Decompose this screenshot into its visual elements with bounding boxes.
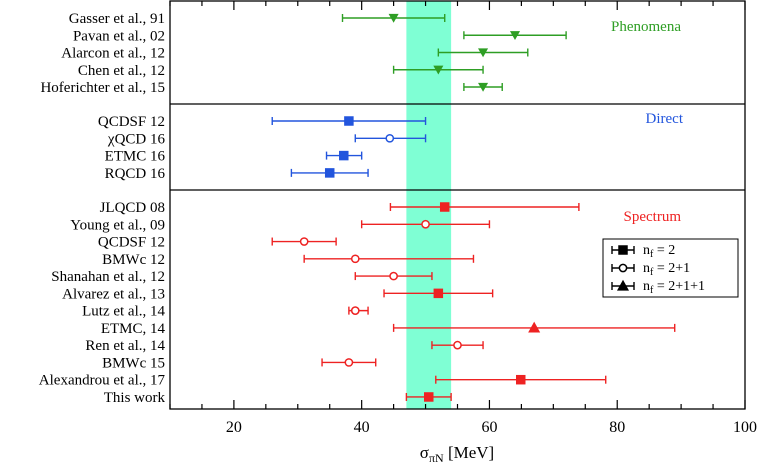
direct-data-point [339,150,349,161]
spectrum-data-point [344,358,354,367]
row-label: ETMC 16 [105,149,166,165]
row-label: χQCD 16 [107,131,166,147]
group-title-spectrum: Spectrum [624,209,682,225]
row-label: Gasser et al., 91 [69,11,165,27]
row-label: Alvarez et al., 13 [62,286,165,302]
x-tick-label: 20 [226,419,242,436]
phenomena-data-point [388,13,399,23]
direct-data-point [344,116,354,126]
x-axis: 20 40 60 80 100 [169,1,757,436]
spectrum-data-point [439,202,450,212]
row-label: Shanahan et al., 12 [51,269,165,285]
row-label: Alarcon et al., 12 [61,46,165,62]
direct-data-point [385,133,395,143]
row-label: Ren et al., 14 [85,338,165,354]
row-label: QCDSF 12 [98,114,165,130]
spectrum-data-point [528,321,541,333]
phenomena-data-point [478,48,489,58]
data-points-layer [271,13,676,402]
row-label: Alexandrou et al., 17 [39,373,166,389]
row-label: Pavan et al., 02 [73,28,165,44]
spectrum-data-point [350,306,360,315]
row-label: Chen et al., 12 [78,63,165,79]
row-label: BMWc 15 [102,355,165,371]
group-title-phenomena: Phenomena [611,19,681,35]
legend-marker-triangle [616,279,630,291]
spectrum-data-point [389,271,398,281]
row-label: QCDSF 12 [98,235,165,251]
phenomena-data-point [478,82,489,92]
row-label: Hoferichter et al., 15 [40,80,165,96]
phenomena-data-point [509,31,521,40]
spectrum-data-point [453,340,462,350]
x-axis-label: σπN [MeV] [420,443,494,465]
x-tick-label: 80 [609,419,625,436]
spectrum-data-point [299,237,309,246]
row-label: Young et al., 09 [70,217,165,233]
row-label: BMWc 12 [102,252,165,268]
x-tick-label: 40 [354,419,370,436]
spectrum-data-point [433,288,444,299]
row-label: JLQCD 08 [100,200,165,216]
row-label: Lutz et al., 14 [82,304,165,320]
legend-marker-circle [618,263,628,273]
spectrum-data-point [424,392,434,402]
x-tick-label: 60 [481,419,497,436]
legend: nf = 2nf = 2+1nf = 2+1+1 [602,238,739,298]
x-tick-label: 100 [733,419,757,436]
direct-data-point [324,168,335,178]
spectrum-data-point [421,219,430,229]
phenomena-data-point [433,65,444,75]
spectrum-data-point [350,254,360,264]
spectrum-data-point [516,374,526,385]
legend-marker-square [618,245,628,255]
legend-label: nf = 2+1+1 [643,279,705,296]
row-label: RQCD 16 [105,166,166,182]
legend-label: nf = 2 [643,243,675,260]
legend-label: nf = 2+1 [643,261,690,278]
row-label: ETMC, 14 [101,321,166,337]
row-label: This work [104,390,166,406]
group-title-direct: Direct [646,111,684,127]
